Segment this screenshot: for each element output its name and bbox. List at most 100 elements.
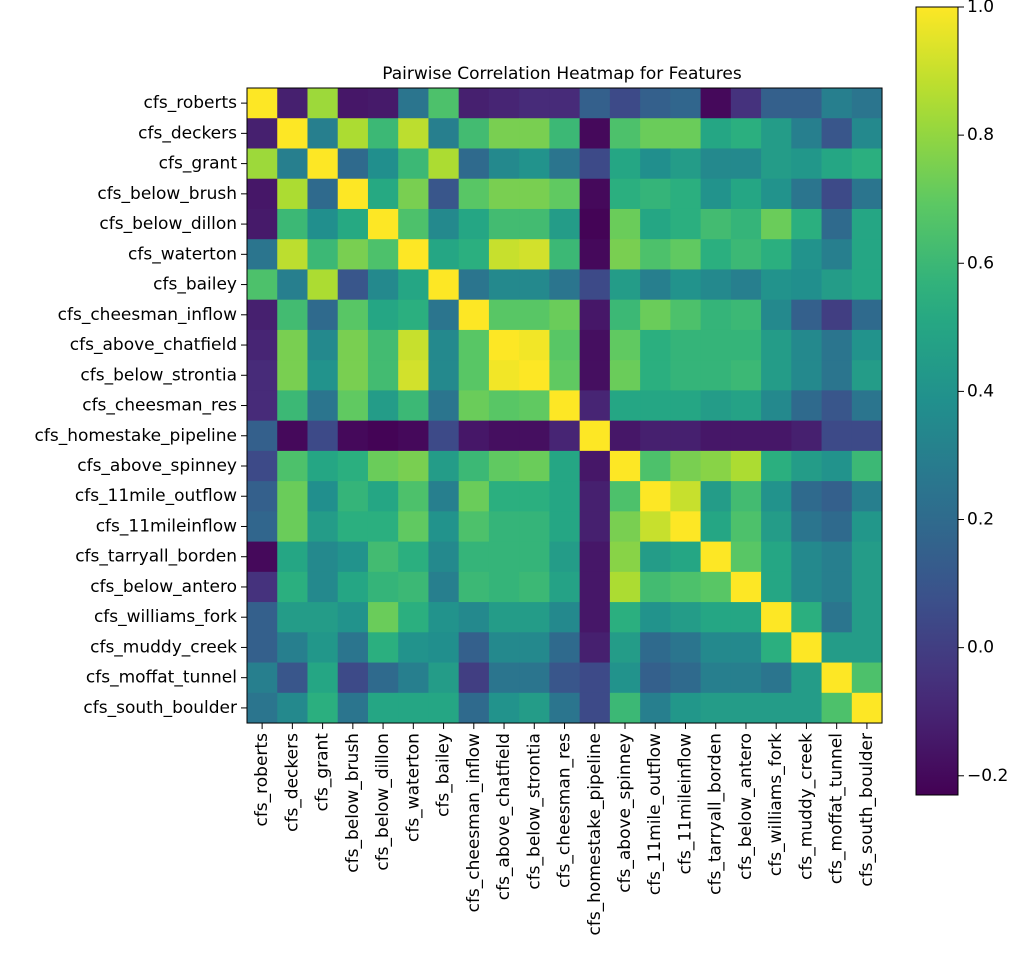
heatmap-cell-5-13 bbox=[640, 239, 671, 270]
heatmap-cell-4-20 bbox=[851, 208, 883, 240]
heatmap-cell-4-4 bbox=[367, 208, 399, 240]
heatmap-cell-0-14 bbox=[670, 88, 701, 119]
x-tick-label: cfs_11mileinflow bbox=[675, 733, 695, 874]
chart-title: Pairwise Correlation Heatmap for Feature… bbox=[382, 64, 742, 84]
heatmap-cell-14-9 bbox=[519, 511, 550, 542]
heatmap-cell-13-3 bbox=[337, 481, 369, 512]
heatmap-cell-2-1 bbox=[277, 148, 308, 180]
heatmap-cell-10-7 bbox=[458, 390, 490, 422]
heatmap-cell-19-2 bbox=[307, 662, 339, 694]
heatmap-cell-17-16 bbox=[730, 602, 762, 633]
heatmap-cell-8-4 bbox=[367, 329, 399, 361]
heatmap-cell-3-18 bbox=[791, 178, 822, 210]
heatmap-cell-7-16 bbox=[730, 299, 762, 331]
heatmap-cell-15-2 bbox=[307, 541, 339, 573]
heatmap-cell-19-8 bbox=[488, 662, 520, 694]
heatmap-cell-7-18 bbox=[791, 299, 822, 331]
heatmap-cell-16-8 bbox=[488, 571, 520, 603]
heatmap-cell-11-10 bbox=[549, 420, 581, 452]
heatmap-cell-12-8 bbox=[488, 450, 520, 482]
heatmap-cell-14-4 bbox=[367, 511, 399, 542]
heatmap-cell-17-8 bbox=[488, 602, 520, 633]
heatmap-cells bbox=[247, 88, 883, 724]
heatmap-cell-10-14 bbox=[670, 390, 701, 422]
heatmap-cell-18-10 bbox=[549, 632, 581, 663]
heatmap-cell-11-16 bbox=[730, 420, 762, 452]
y-tick-label: cfs_below_strontia bbox=[80, 365, 237, 385]
heatmap-cell-7-19 bbox=[821, 299, 853, 331]
heatmap-cell-9-2 bbox=[307, 360, 339, 391]
heatmap-cell-5-20 bbox=[851, 239, 883, 270]
heatmap-cell-8-8 bbox=[488, 329, 520, 361]
y-tick-label: cfs_waterton bbox=[128, 244, 237, 264]
heatmap-cell-6-12 bbox=[609, 269, 641, 301]
heatmap-cell-1-18 bbox=[791, 118, 822, 149]
heatmap-cell-19-14 bbox=[670, 662, 701, 694]
heatmap-cell-2-5 bbox=[398, 148, 429, 180]
heatmap-cell-18-1 bbox=[277, 632, 308, 663]
heatmap-cell-10-3 bbox=[337, 390, 369, 422]
heatmap-cell-8-20 bbox=[851, 329, 883, 361]
colorbar-tick-label: 0.0 bbox=[967, 638, 994, 658]
heatmap-cell-14-8 bbox=[488, 511, 520, 542]
heatmap-cell-14-10 bbox=[549, 511, 581, 542]
x-tick-label: cfs_above_chatfield bbox=[494, 733, 514, 900]
heatmap-cell-7-9 bbox=[519, 299, 550, 331]
heatmap-cell-19-6 bbox=[428, 662, 460, 694]
heatmap-cell-8-14 bbox=[670, 329, 701, 361]
heatmap-cell-11-8 bbox=[488, 420, 520, 452]
heatmap-cell-19-16 bbox=[730, 662, 762, 694]
x-tick-label: cfs_above_spinney bbox=[615, 733, 635, 893]
heatmap-cell-4-13 bbox=[640, 208, 671, 240]
x-tick-label: cfs_bailey bbox=[434, 733, 454, 817]
heatmap-cell-18-3 bbox=[337, 632, 369, 663]
y-tick-label: cfs_williams_fork bbox=[94, 607, 237, 627]
heatmap-cell-3-14 bbox=[670, 178, 701, 210]
heatmap-cell-6-7 bbox=[458, 269, 490, 301]
heatmap-cell-16-13 bbox=[640, 571, 671, 603]
heatmap-cell-6-0 bbox=[247, 269, 278, 301]
heatmap-cell-16-1 bbox=[277, 571, 308, 603]
heatmap-cell-18-20 bbox=[851, 632, 883, 663]
heatmap-cell-16-3 bbox=[337, 571, 369, 603]
heatmap-cell-15-12 bbox=[609, 541, 641, 573]
heatmap-cell-20-4 bbox=[367, 692, 399, 724]
heatmap-cell-4-3 bbox=[337, 208, 369, 240]
heatmap-cell-13-11 bbox=[579, 481, 611, 512]
heatmap-cell-0-10 bbox=[549, 88, 581, 119]
heatmap-cell-9-5 bbox=[398, 360, 429, 391]
heatmap-cell-6-14 bbox=[670, 269, 701, 301]
heatmap-cell-15-18 bbox=[791, 541, 822, 573]
heatmap-cell-6-3 bbox=[337, 269, 369, 301]
heatmap-cell-6-1 bbox=[277, 269, 308, 301]
y-tick-label: cfs_cheesman_res bbox=[82, 396, 237, 416]
heatmap-cell-12-20 bbox=[851, 450, 883, 482]
heatmap-cell-4-12 bbox=[609, 208, 641, 240]
heatmap-cell-6-11 bbox=[579, 269, 611, 301]
heatmap-cell-16-10 bbox=[549, 571, 581, 603]
heatmap-cell-16-6 bbox=[428, 571, 460, 603]
heatmap-cell-18-6 bbox=[428, 632, 460, 663]
heatmap-cell-20-5 bbox=[398, 692, 429, 724]
heatmap-cell-4-0 bbox=[247, 208, 278, 240]
heatmap-cell-7-14 bbox=[670, 299, 701, 331]
heatmap-cell-19-19 bbox=[821, 662, 853, 694]
heatmap-cell-20-8 bbox=[488, 692, 520, 724]
heatmap-cell-12-10 bbox=[549, 450, 581, 482]
heatmap-cell-15-20 bbox=[851, 541, 883, 573]
heatmap-cell-1-5 bbox=[398, 118, 429, 149]
colorbar-tick-label: 0.4 bbox=[967, 381, 994, 401]
heatmap-cell-15-0 bbox=[247, 541, 278, 573]
heatmap-cell-8-11 bbox=[579, 329, 611, 361]
heatmap-cell-11-4 bbox=[367, 420, 399, 452]
heatmap-cell-12-13 bbox=[640, 450, 671, 482]
y-tick-label: cfs_above_spinney bbox=[77, 456, 237, 476]
heatmap-cell-18-4 bbox=[367, 632, 399, 663]
heatmap-cell-9-10 bbox=[549, 360, 581, 391]
y-tick-label: cfs_below_dillon bbox=[99, 214, 237, 234]
heatmap-cell-7-5 bbox=[398, 299, 429, 331]
heatmap-cell-16-14 bbox=[670, 571, 701, 603]
heatmap-cell-6-5 bbox=[398, 269, 429, 301]
heatmap-cell-2-15 bbox=[700, 148, 732, 180]
heatmap-cell-12-7 bbox=[458, 450, 490, 482]
